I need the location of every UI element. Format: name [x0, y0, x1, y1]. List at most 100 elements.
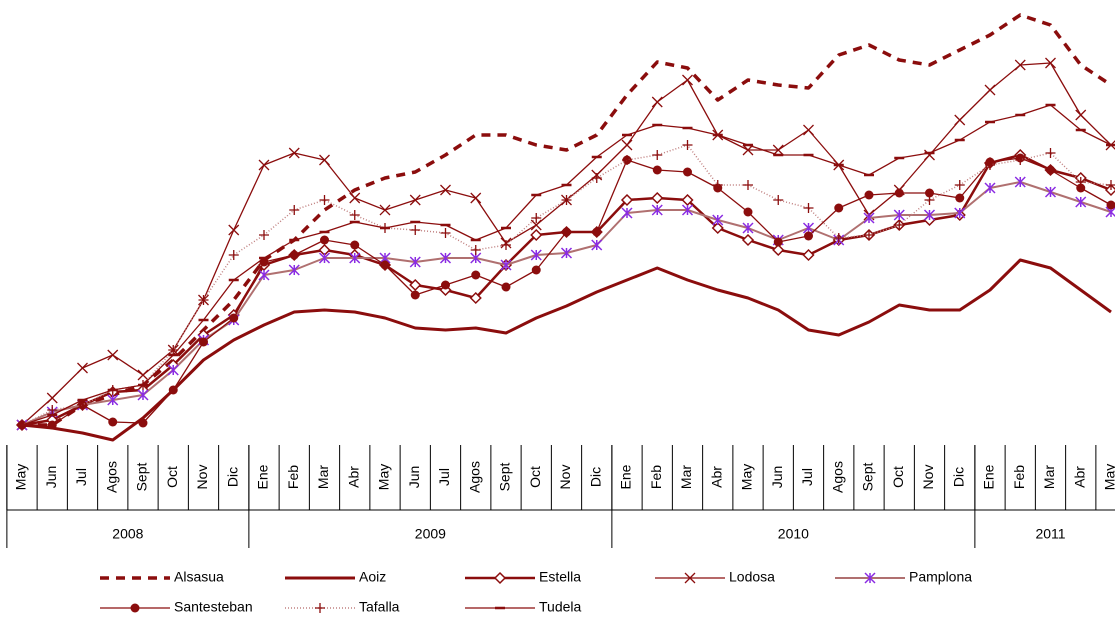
- marker-shape: [259, 230, 269, 240]
- marker-shape: [954, 114, 966, 126]
- marker-shape: [802, 222, 815, 234]
- data-point: [380, 260, 390, 270]
- data-point: [683, 167, 692, 177]
- x-tick-label: Dic: [950, 467, 966, 487]
- marker-shape: [199, 337, 208, 347]
- marker-shape: [288, 264, 300, 276]
- data-point: [923, 209, 936, 221]
- x-tick-label: May: [13, 464, 29, 490]
- data-point: [137, 369, 149, 381]
- x-tick-label: Ene: [618, 464, 634, 489]
- data-point: [591, 173, 602, 183]
- marker-shape: [621, 139, 633, 151]
- marker-shape: [923, 209, 936, 221]
- group-label: 2010: [778, 526, 809, 542]
- x-tick-label: Jul: [73, 468, 89, 486]
- marker-shape: [530, 249, 542, 261]
- data-point: [470, 192, 482, 204]
- marker-shape: [1044, 186, 1057, 198]
- marker-shape: [1014, 176, 1026, 188]
- x-tick-label: Nov: [557, 465, 573, 490]
- marker-shape: [925, 188, 934, 198]
- marker-shape: [894, 220, 905, 230]
- marker-shape: [470, 245, 481, 255]
- x-tick-label: Oct: [890, 466, 906, 488]
- data-point: [531, 213, 542, 223]
- group-label: 2009: [415, 526, 446, 542]
- marker-shape: [350, 240, 360, 250]
- data-point: [288, 147, 300, 159]
- marker-shape: [409, 278, 422, 292]
- data-point: [651, 191, 664, 205]
- marker-shape: [47, 420, 57, 430]
- data-point: [319, 154, 330, 166]
- data-point: [47, 420, 57, 430]
- marker-shape: [834, 203, 844, 213]
- marker-shape: [501, 240, 511, 250]
- data-point: [802, 248, 815, 262]
- x-tick-label: Oct: [164, 466, 180, 488]
- x-tick-label: Jul: [436, 468, 452, 486]
- marker-shape: [833, 233, 844, 243]
- marker-shape: [984, 84, 996, 96]
- x-tick-label: May: [376, 464, 392, 490]
- data-point: [409, 278, 422, 292]
- x-tick-label: Nov: [194, 465, 210, 490]
- legend-label: Lodosa: [729, 569, 775, 585]
- data-point: [651, 204, 663, 216]
- data-point: [803, 124, 814, 136]
- x-tick-label: Sept: [860, 462, 876, 491]
- marker-shape: [772, 243, 785, 257]
- data-point: [108, 417, 118, 427]
- legend-marker: [315, 603, 325, 613]
- data-point: [954, 207, 966, 219]
- marker-shape: [441, 280, 450, 290]
- data-point: [138, 418, 148, 428]
- legend-marker: [493, 571, 507, 585]
- data-point: [1075, 196, 1087, 208]
- data-point: [984, 84, 996, 96]
- marker-shape: [228, 224, 240, 236]
- data-point: [501, 240, 511, 250]
- data-point: [743, 180, 753, 190]
- x-tick-label: Abr: [708, 466, 724, 488]
- marker-shape: [984, 182, 996, 194]
- marker-shape: [1046, 165, 1055, 175]
- data-point: [410, 290, 420, 300]
- x-tick-label: Ene: [255, 464, 271, 489]
- marker-shape: [46, 392, 58, 404]
- marker-shape: [288, 147, 300, 159]
- data-point: [168, 345, 179, 355]
- data-point: [592, 227, 602, 237]
- data-point: [863, 212, 875, 224]
- x-tick-label: Mar: [678, 465, 694, 489]
- marker-shape: [743, 180, 753, 190]
- marker-shape: [711, 221, 724, 235]
- x-tick-label: Nov: [920, 465, 936, 490]
- x-tick-label: Abr: [345, 466, 361, 488]
- marker-shape: [682, 74, 693, 86]
- x-tick-label: Sept: [134, 462, 150, 491]
- series-line: [21, 258, 1112, 442]
- marker-shape: [1075, 196, 1087, 208]
- data-point: [681, 204, 694, 216]
- marker-shape: [471, 270, 481, 280]
- marker-shape: [773, 195, 784, 205]
- marker-shape: [712, 180, 723, 190]
- data-point: [168, 385, 178, 395]
- marker-shape: [320, 235, 329, 245]
- marker-shape: [229, 313, 239, 323]
- marker-shape: [985, 160, 995, 170]
- marker-shape: [1106, 200, 1115, 210]
- x-tick-label: Jun: [43, 466, 59, 489]
- x-tick-label: Feb: [1011, 465, 1027, 489]
- marker-shape: [168, 385, 178, 395]
- data-point: [742, 222, 754, 234]
- data-point: [621, 207, 633, 219]
- x-tick-label: Feb: [648, 465, 664, 489]
- data-point: [440, 184, 451, 196]
- data-point: [621, 139, 633, 151]
- data-point: [741, 233, 755, 247]
- data-point: [470, 245, 481, 255]
